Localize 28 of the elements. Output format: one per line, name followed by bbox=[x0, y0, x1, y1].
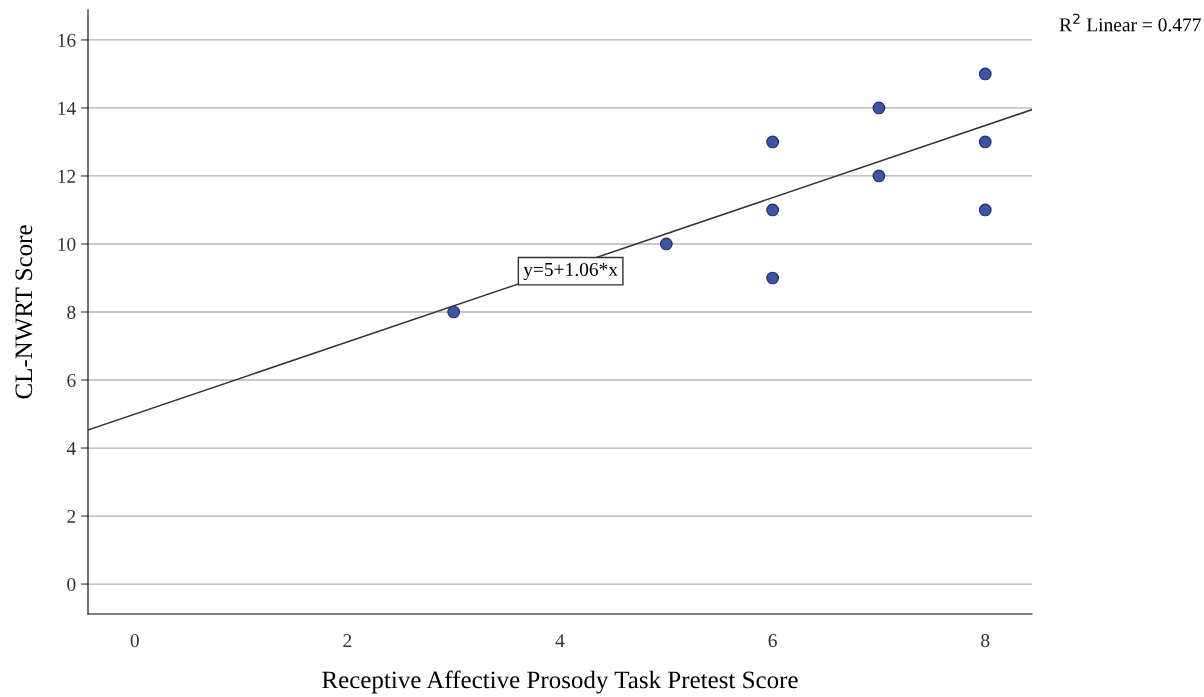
y-tick-label: 16 bbox=[58, 33, 76, 47]
x-tick-label: 6 bbox=[768, 634, 777, 648]
point bbox=[872, 169, 886, 183]
y-tick-label: 10 bbox=[58, 237, 76, 251]
x-tick-label: 4 bbox=[555, 634, 565, 647]
x-tick-label: 8 bbox=[981, 634, 990, 648]
point bbox=[978, 203, 992, 217]
point bbox=[659, 237, 673, 251]
point bbox=[766, 271, 779, 285]
y-tick-label: 12 bbox=[58, 169, 76, 183]
annotation: y=5+1.06*x bbox=[523, 262, 618, 281]
x-tick-label: 0 bbox=[130, 634, 139, 648]
y-tick-label: 2 bbox=[67, 509, 76, 523]
point bbox=[766, 203, 779, 217]
point bbox=[447, 305, 461, 319]
y-tick-label: 0 bbox=[67, 577, 76, 592]
x-tick-label: 2 bbox=[343, 634, 352, 647]
point bbox=[978, 67, 992, 81]
x-axis-title: Receptive Affective Prosody Task Pretest Score bbox=[322, 670, 798, 694]
y-tick-label: 6 bbox=[67, 373, 76, 387]
point bbox=[872, 101, 886, 115]
text: R$^{2}$ Linear = 0.477 bbox=[1059, 13, 1201, 32]
point bbox=[766, 135, 779, 149]
y-tick-label: 14 bbox=[58, 101, 76, 115]
point bbox=[978, 135, 992, 149]
y-axis-title: CL-NWRT Score bbox=[15, 225, 33, 399]
y-tick-label: 4 bbox=[66, 441, 76, 455]
y-tick-label: 8 bbox=[67, 305, 76, 319]
